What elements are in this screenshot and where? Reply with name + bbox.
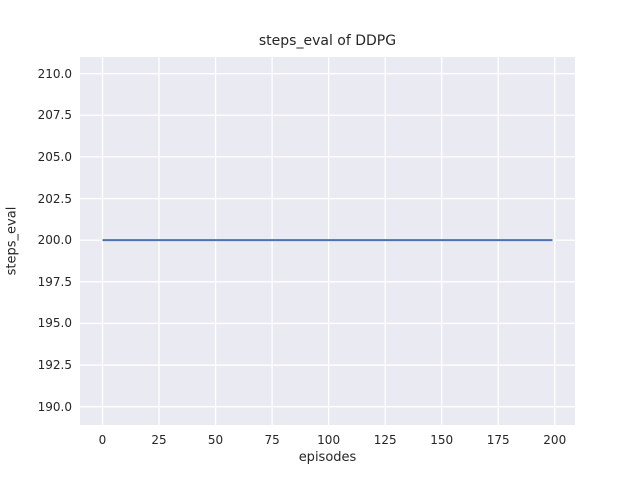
x-tick-label: 100 bbox=[317, 433, 341, 447]
plot-area bbox=[80, 57, 575, 425]
y-tick-label: 202.5 bbox=[37, 191, 72, 206]
chart-title: steps_eval of DDPG bbox=[258, 33, 397, 49]
x-tick-label: 50 bbox=[207, 433, 224, 447]
x-axis-label: episodes bbox=[298, 450, 357, 465]
x-tick-label: 150 bbox=[430, 433, 454, 447]
y-tick-label: 205.0 bbox=[37, 149, 72, 164]
x-tick-label: 175 bbox=[486, 433, 510, 447]
y-tick-label: 190.0 bbox=[37, 399, 72, 414]
x-tick-label: 200 bbox=[543, 433, 567, 447]
y-tick-label: 197.5 bbox=[37, 274, 72, 289]
y-tick-label: 195.0 bbox=[37, 316, 72, 331]
plot-canvas bbox=[80, 57, 575, 425]
y-tick-label: 200.0 bbox=[37, 233, 72, 248]
y-tick-label: 192.5 bbox=[37, 358, 72, 373]
y-tick-label: 207.5 bbox=[37, 108, 72, 123]
y-tick-label: 210.0 bbox=[37, 66, 72, 81]
x-tick-label: 0 bbox=[98, 433, 107, 447]
x-tick-label: 75 bbox=[264, 433, 280, 447]
x-tick-label: 125 bbox=[373, 433, 397, 447]
x-tick-label: 25 bbox=[151, 433, 167, 447]
